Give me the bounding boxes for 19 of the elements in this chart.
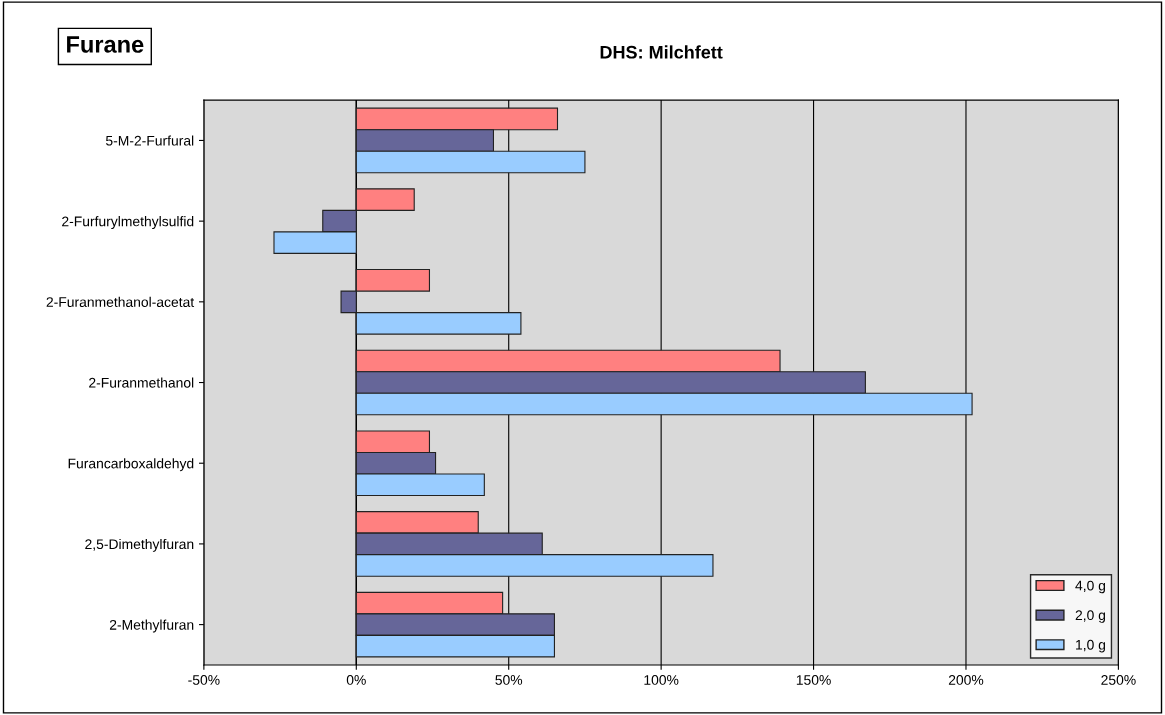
y-tick-label: 2,5-Dimethylfuran — [85, 538, 194, 552]
legend-label: 2,0 g — [1075, 610, 1106, 623]
x-tick-label: 150% — [796, 675, 831, 685]
y-tick-label: 5-M-2-Furfural — [105, 135, 194, 146]
text: Furane — [67, 36, 144, 53]
y-tick-label: Furancarboxaldehyd — [68, 458, 194, 472]
y-tick-label: 2-Furanmethanol-acetat — [46, 296, 195, 307]
y-tick-label: 2-Furfurylmethylsulfid — [62, 216, 194, 230]
x-tick-label: 250% — [1101, 675, 1136, 685]
x-tick-label: 50% — [495, 675, 523, 685]
y-tick-label: 2-Methylfuran — [109, 619, 194, 633]
x-tick-label: 200% — [948, 675, 984, 685]
chart-title: DHS: Milchfett — [600, 45, 723, 59]
x-tick-label: 100% — [644, 675, 679, 685]
legend-label: 1,0 g — [1076, 639, 1106, 653]
y-tick-label: 2-Furanmethanol — [89, 377, 194, 388]
legend-label: 4,0 g — [1075, 580, 1106, 594]
x-tick-label: -50% — [188, 675, 220, 685]
x-tick-label: 0% — [346, 675, 366, 685]
